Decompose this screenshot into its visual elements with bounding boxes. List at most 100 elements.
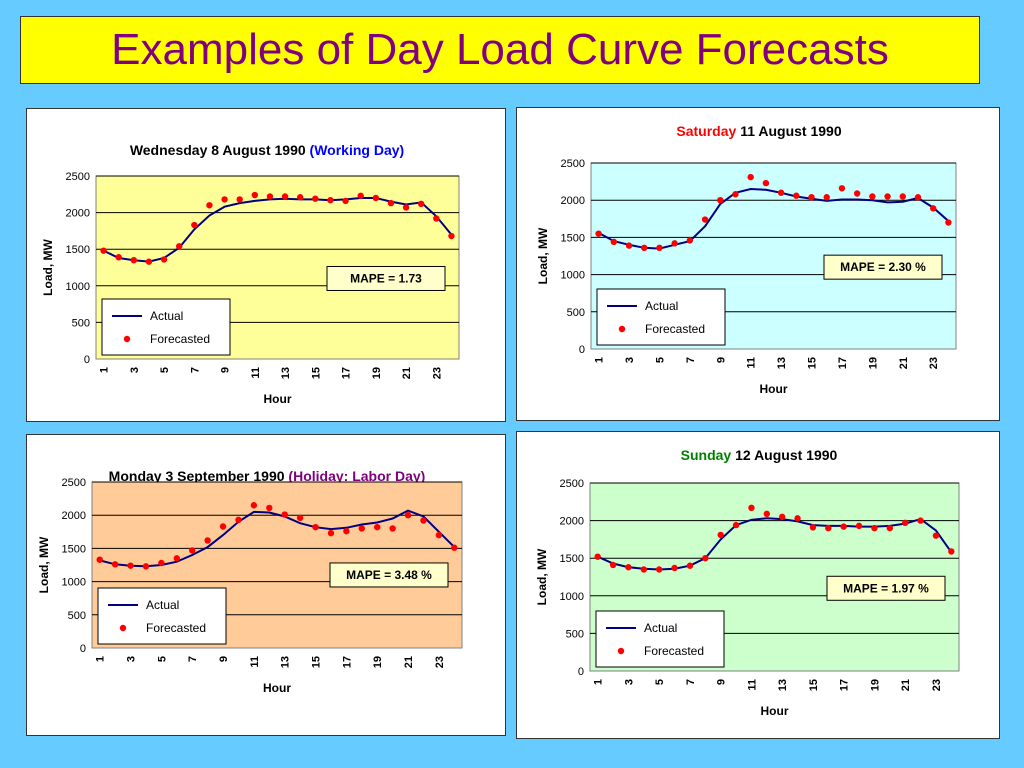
x-tick-label: 1 bbox=[593, 679, 605, 685]
y-tick-label: 2000 bbox=[62, 510, 86, 522]
x-tick-label: 13 bbox=[280, 656, 292, 668]
legend-forecast-label: Forecasted bbox=[150, 332, 210, 346]
forecast-point bbox=[296, 194, 304, 201]
forecast-point bbox=[609, 561, 617, 569]
y-tick-label: 2500 bbox=[62, 477, 86, 489]
forecast-point bbox=[732, 521, 740, 529]
mape-label: MAPE = 1.73 bbox=[350, 271, 422, 285]
forecast-point bbox=[809, 524, 817, 531]
chart-svg: Saturday 11 August 1990 0 500 1000 1500 2000 2… bbox=[536, 123, 957, 396]
chart-panel-sunday: Sunday 12 August 1990 0 500 1000 1500 2000 250… bbox=[516, 431, 1000, 739]
chart-panel-monday: Monday 3 September 1990 (Holiday: Labor … bbox=[26, 434, 506, 736]
legend-box bbox=[596, 288, 726, 346]
x-tick-label: 11 bbox=[746, 679, 758, 691]
forecast-point bbox=[127, 562, 134, 569]
y-tick-label: 2500 bbox=[560, 478, 584, 490]
chart-title-main: 12 August 1990 bbox=[735, 447, 837, 463]
forecast-point bbox=[266, 193, 274, 200]
forecast-point bbox=[100, 247, 107, 254]
forecast-point bbox=[901, 519, 909, 527]
forecast-point bbox=[777, 189, 785, 196]
forecast-point bbox=[250, 502, 258, 509]
forecast-point bbox=[886, 524, 894, 532]
chart-svg: Sunday 12 August 1990 0 500 1000 1500 2000 250… bbox=[535, 447, 960, 718]
forecast-point bbox=[838, 185, 846, 192]
forecast-point bbox=[387, 199, 395, 207]
chart-title: Monday 3 September 1990 (Holiday: Labor … bbox=[109, 468, 426, 484]
mape-box bbox=[826, 575, 946, 601]
forecast-point bbox=[869, 193, 876, 200]
x-tick-label: 15 bbox=[311, 656, 323, 668]
x-tick-label: 1 bbox=[95, 656, 107, 662]
y-tick-label: 1500 bbox=[561, 232, 585, 244]
x-tick-label: 15 bbox=[807, 357, 819, 369]
chart-title-extra: Saturday bbox=[676, 123, 736, 139]
forecast-point bbox=[236, 196, 243, 203]
x-tick-label: 5 bbox=[156, 656, 168, 662]
chart-svg: Monday 3 September 1990 (Holiday: Labor … bbox=[37, 468, 463, 695]
chart-title: Saturday 11 August 1990 bbox=[676, 123, 841, 139]
x-tick-label: 9 bbox=[220, 367, 232, 373]
legend-forecast-label: Forecasted bbox=[146, 621, 206, 635]
forecast-point bbox=[671, 240, 678, 247]
forecast-point bbox=[763, 510, 771, 518]
forecast-point bbox=[281, 193, 289, 200]
forecast-point bbox=[732, 191, 739, 198]
forecast-point bbox=[189, 547, 196, 554]
forecast-point bbox=[312, 195, 319, 202]
forecast-point bbox=[778, 513, 786, 521]
mape-box bbox=[329, 562, 449, 588]
chart-title-main: Monday 3 September 1990 bbox=[109, 468, 285, 484]
forecast-point bbox=[130, 256, 138, 264]
forecast-point bbox=[204, 537, 211, 544]
forecast-point bbox=[281, 511, 288, 518]
forecast-point bbox=[823, 194, 830, 201]
page-title: Examples of Day Load Curve Forecasts bbox=[111, 25, 889, 74]
y-axis-label: Load, MW bbox=[536, 227, 550, 284]
forecast-point bbox=[342, 197, 349, 205]
forecast-point bbox=[420, 517, 427, 524]
forecast-point bbox=[853, 190, 861, 197]
x-axis-label: Hour bbox=[264, 392, 292, 406]
x-tick-label: 7 bbox=[189, 367, 201, 373]
forecast-point bbox=[929, 205, 937, 212]
chart-title-extra: (Working Day) bbox=[310, 142, 405, 158]
legend-forecast-label: Forecasted bbox=[645, 322, 705, 336]
x-tick-label: 19 bbox=[372, 656, 384, 668]
forecast-point bbox=[762, 179, 770, 187]
x-tick-label: 19 bbox=[371, 367, 383, 379]
forecast-point bbox=[914, 194, 922, 201]
x-axis-label: Hour bbox=[761, 704, 789, 718]
forecast-point bbox=[808, 194, 815, 201]
y-tick-label: 1000 bbox=[561, 270, 585, 282]
y-tick-label: 0 bbox=[579, 344, 585, 356]
legend-actual-label: Actual bbox=[150, 309, 183, 323]
forecast-point bbox=[402, 204, 410, 211]
forecast-point bbox=[417, 200, 425, 208]
legend-forecast-swatch bbox=[618, 325, 626, 333]
forecast-point bbox=[917, 517, 924, 524]
x-tick-label: 3 bbox=[624, 357, 636, 363]
actual-line bbox=[99, 509, 456, 568]
legend-forecast-swatch bbox=[123, 335, 131, 343]
x-tick-label: 7 bbox=[685, 357, 697, 363]
forecast-point bbox=[219, 523, 227, 530]
forecast-point bbox=[686, 237, 694, 244]
forecast-point bbox=[717, 197, 724, 204]
y-tick-label: 0 bbox=[84, 354, 90, 366]
forecast-point bbox=[899, 193, 906, 200]
x-tick-label: 13 bbox=[777, 679, 789, 691]
forecast-point bbox=[296, 514, 304, 522]
legend-forecast-label: Forecasted bbox=[644, 644, 704, 658]
forecast-point bbox=[343, 527, 350, 535]
forecast-point bbox=[312, 523, 319, 531]
forecast-point bbox=[327, 529, 335, 537]
legend-actual-label: Actual bbox=[645, 299, 678, 313]
forecast-point bbox=[433, 215, 440, 222]
forecast-point bbox=[656, 244, 663, 252]
forecast-point bbox=[945, 219, 952, 226]
x-tick-label: 13 bbox=[776, 357, 788, 369]
title-banner: Examples of Day Load Curve Forecasts bbox=[20, 16, 980, 84]
legend-actual-label: Actual bbox=[146, 598, 179, 612]
forecast-point bbox=[594, 553, 601, 560]
